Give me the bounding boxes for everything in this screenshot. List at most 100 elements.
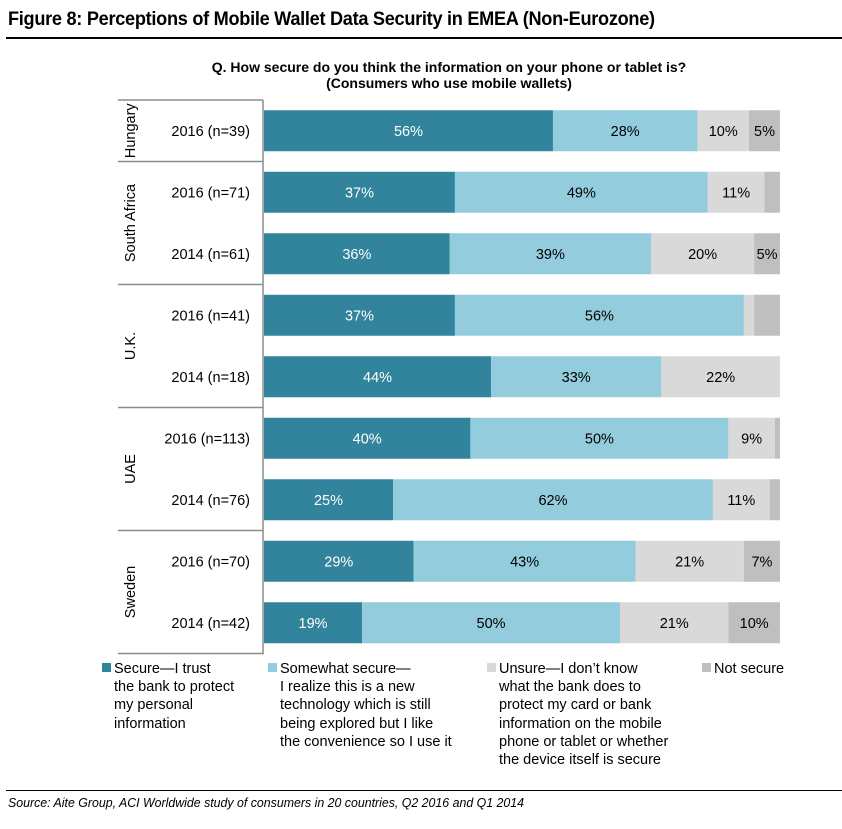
data-label-secure: 29% [324, 554, 353, 570]
data-label-secure: 19% [299, 616, 328, 632]
data-label-unsure: 21% [675, 554, 704, 570]
data-label-not-secure: 10% [740, 616, 769, 632]
data-label-not-secure: 7% [751, 554, 772, 570]
legend-line: Somewhat secure— [280, 661, 411, 677]
legend-line: my personal [114, 697, 193, 714]
category-label: 2016 (n=39) [171, 124, 250, 140]
bar-segment-not-secure [769, 479, 780, 521]
bar-segment-somewhat-secure [454, 171, 708, 213]
category-label: 2016 (n=41) [171, 308, 250, 324]
legend-line: technology which is still [280, 697, 431, 714]
group-label-sweden: Sweden [123, 566, 139, 618]
source-rule [6, 790, 842, 791]
bar-segment-somewhat-secure [470, 417, 729, 459]
data-label-secure: 56% [394, 124, 423, 140]
bar-segment-unsure [620, 602, 729, 644]
legend-line: I realize this is a new [280, 679, 415, 696]
legend-line: the convenience so I use it [280, 733, 452, 750]
chart-subtitle: (Consumers who use mobile wallets) [326, 75, 572, 91]
bar-segment-secure [264, 417, 471, 459]
data-label-secure: 44% [363, 370, 392, 386]
legend-item-not-secure: Not secure [702, 660, 784, 678]
legend-text-not-secure: Not secure [714, 661, 784, 677]
bar-segment-secure [264, 233, 450, 275]
legend-line: the bank to protect [114, 679, 235, 696]
category-label: 2014 (n=61) [171, 247, 250, 263]
source-note: Source: Aite Group, ACI Worldwide study … [8, 795, 524, 810]
legend-line: Secure—I trust [114, 661, 211, 677]
bar-segment-somewhat-secure [491, 356, 662, 398]
group-label-south-africa: South Africa [123, 183, 139, 262]
data-label-unsure: 11% [722, 185, 750, 201]
data-label-somewhat-secure: 50% [585, 431, 614, 447]
legend-text-secure: Secure—I trust the bank to protect my pers… [102, 661, 234, 732]
group-label-hungary: Hungary [123, 103, 139, 159]
bar-segment-unsure [651, 233, 755, 275]
data-label-somewhat-secure: 50% [477, 616, 506, 632]
legend-line: being explored but I like [280, 715, 434, 732]
data-label-unsure: 10% [709, 124, 738, 140]
data-label-unsure: 20% [688, 247, 717, 263]
bar-segment-somewhat-secure [393, 479, 713, 521]
legend-line: information on the mobile [499, 715, 662, 732]
bar-segment-secure [264, 356, 492, 398]
data-label-unsure: 11% [727, 493, 755, 509]
bar-segment-secure [264, 171, 455, 213]
bar-segment-not-secure [754, 294, 780, 336]
data-label-not-secure: 5% [757, 247, 778, 263]
legend-text-unsure: Unsure—I don’t know what the bank does to… [487, 661, 668, 768]
bar-segment-not-secure [774, 417, 780, 459]
bar-segment-somewhat-secure [413, 540, 636, 582]
legend-line: phone or tablet or whether [499, 733, 669, 750]
legend-swatch-unsure [487, 663, 496, 672]
bar-segment-somewhat-secure [552, 110, 698, 152]
data-label-secure: 37% [345, 308, 374, 324]
bar-segment-not-secure [743, 540, 780, 582]
bar-segment-somewhat-secure [362, 602, 621, 644]
bar-segment-unsure [635, 540, 744, 582]
legend-line: Not secure [714, 661, 785, 677]
stacked-bar-chart: 56% 28% 10% 5% 2016 (n=39) 37% 49% 11% 2016 (n=7… [118, 99, 780, 655]
category-label: 2014 (n=76) [171, 493, 250, 509]
bar-segment-secure [264, 110, 553, 152]
data-label-secure: 37% [345, 185, 374, 201]
figure-title: Figure 8: Perceptions of Mobile Wallet D… [8, 8, 655, 30]
data-label-somewhat-secure: 56% [585, 308, 614, 324]
data-label-unsure: 9% [741, 431, 762, 447]
bar-segment-secure [264, 540, 414, 582]
legend-item-secure: Secure—I trust the bank to protect my pers… [102, 660, 234, 733]
category-label: 2014 (n=42) [171, 616, 250, 632]
data-label-somewhat-secure: 33% [562, 370, 591, 386]
bar-segment-secure [264, 602, 363, 644]
legend-text-somewhat-secure: Somewhat secure— I realize this is a new t… [268, 661, 452, 750]
bar-segment-unsure [661, 356, 780, 398]
data-label-somewhat-secure: 43% [510, 554, 539, 570]
bar-segment-unsure [743, 294, 755, 336]
category-label: 2016 (n=71) [171, 185, 250, 201]
legend-swatch-somewhat-secure [268, 663, 277, 672]
legend-item-somewhat-secure: Somewhat secure— I realize this is a new t… [268, 660, 452, 751]
category-label: 2016 (n=113) [164, 431, 250, 447]
bar-segment-not-secure [754, 233, 780, 275]
legend-line: Unsure—I don’t know [499, 661, 638, 677]
group-label-uae: UAE [123, 454, 139, 484]
bar-segment-not-secure [728, 602, 780, 644]
legend-line: protect my card or bank [499, 697, 652, 714]
bar-segment-unsure [728, 417, 775, 459]
legend-line: information [114, 715, 186, 732]
data-label-secure: 36% [342, 247, 371, 263]
title-rule [6, 37, 842, 39]
data-label-not-secure: 5% [754, 124, 775, 140]
category-label: 2016 (n=70) [171, 554, 250, 570]
bar-segment-somewhat-secure [449, 233, 651, 275]
data-label-somewhat-secure: 39% [536, 247, 565, 263]
chart-title: Q. How secure do you think the informati… [211, 59, 687, 75]
bar-segment-not-secure [764, 171, 780, 213]
data-label-somewhat-secure: 62% [538, 493, 567, 509]
bar-segment-not-secure [749, 110, 780, 152]
data-label-somewhat-secure: 28% [611, 124, 640, 140]
legend-line: what the bank does to [499, 679, 641, 696]
chart-question: Q. How secure do you think the informati… [118, 59, 780, 91]
bar-segment-somewhat-secure [454, 294, 744, 336]
legend-swatch-secure [102, 663, 111, 672]
